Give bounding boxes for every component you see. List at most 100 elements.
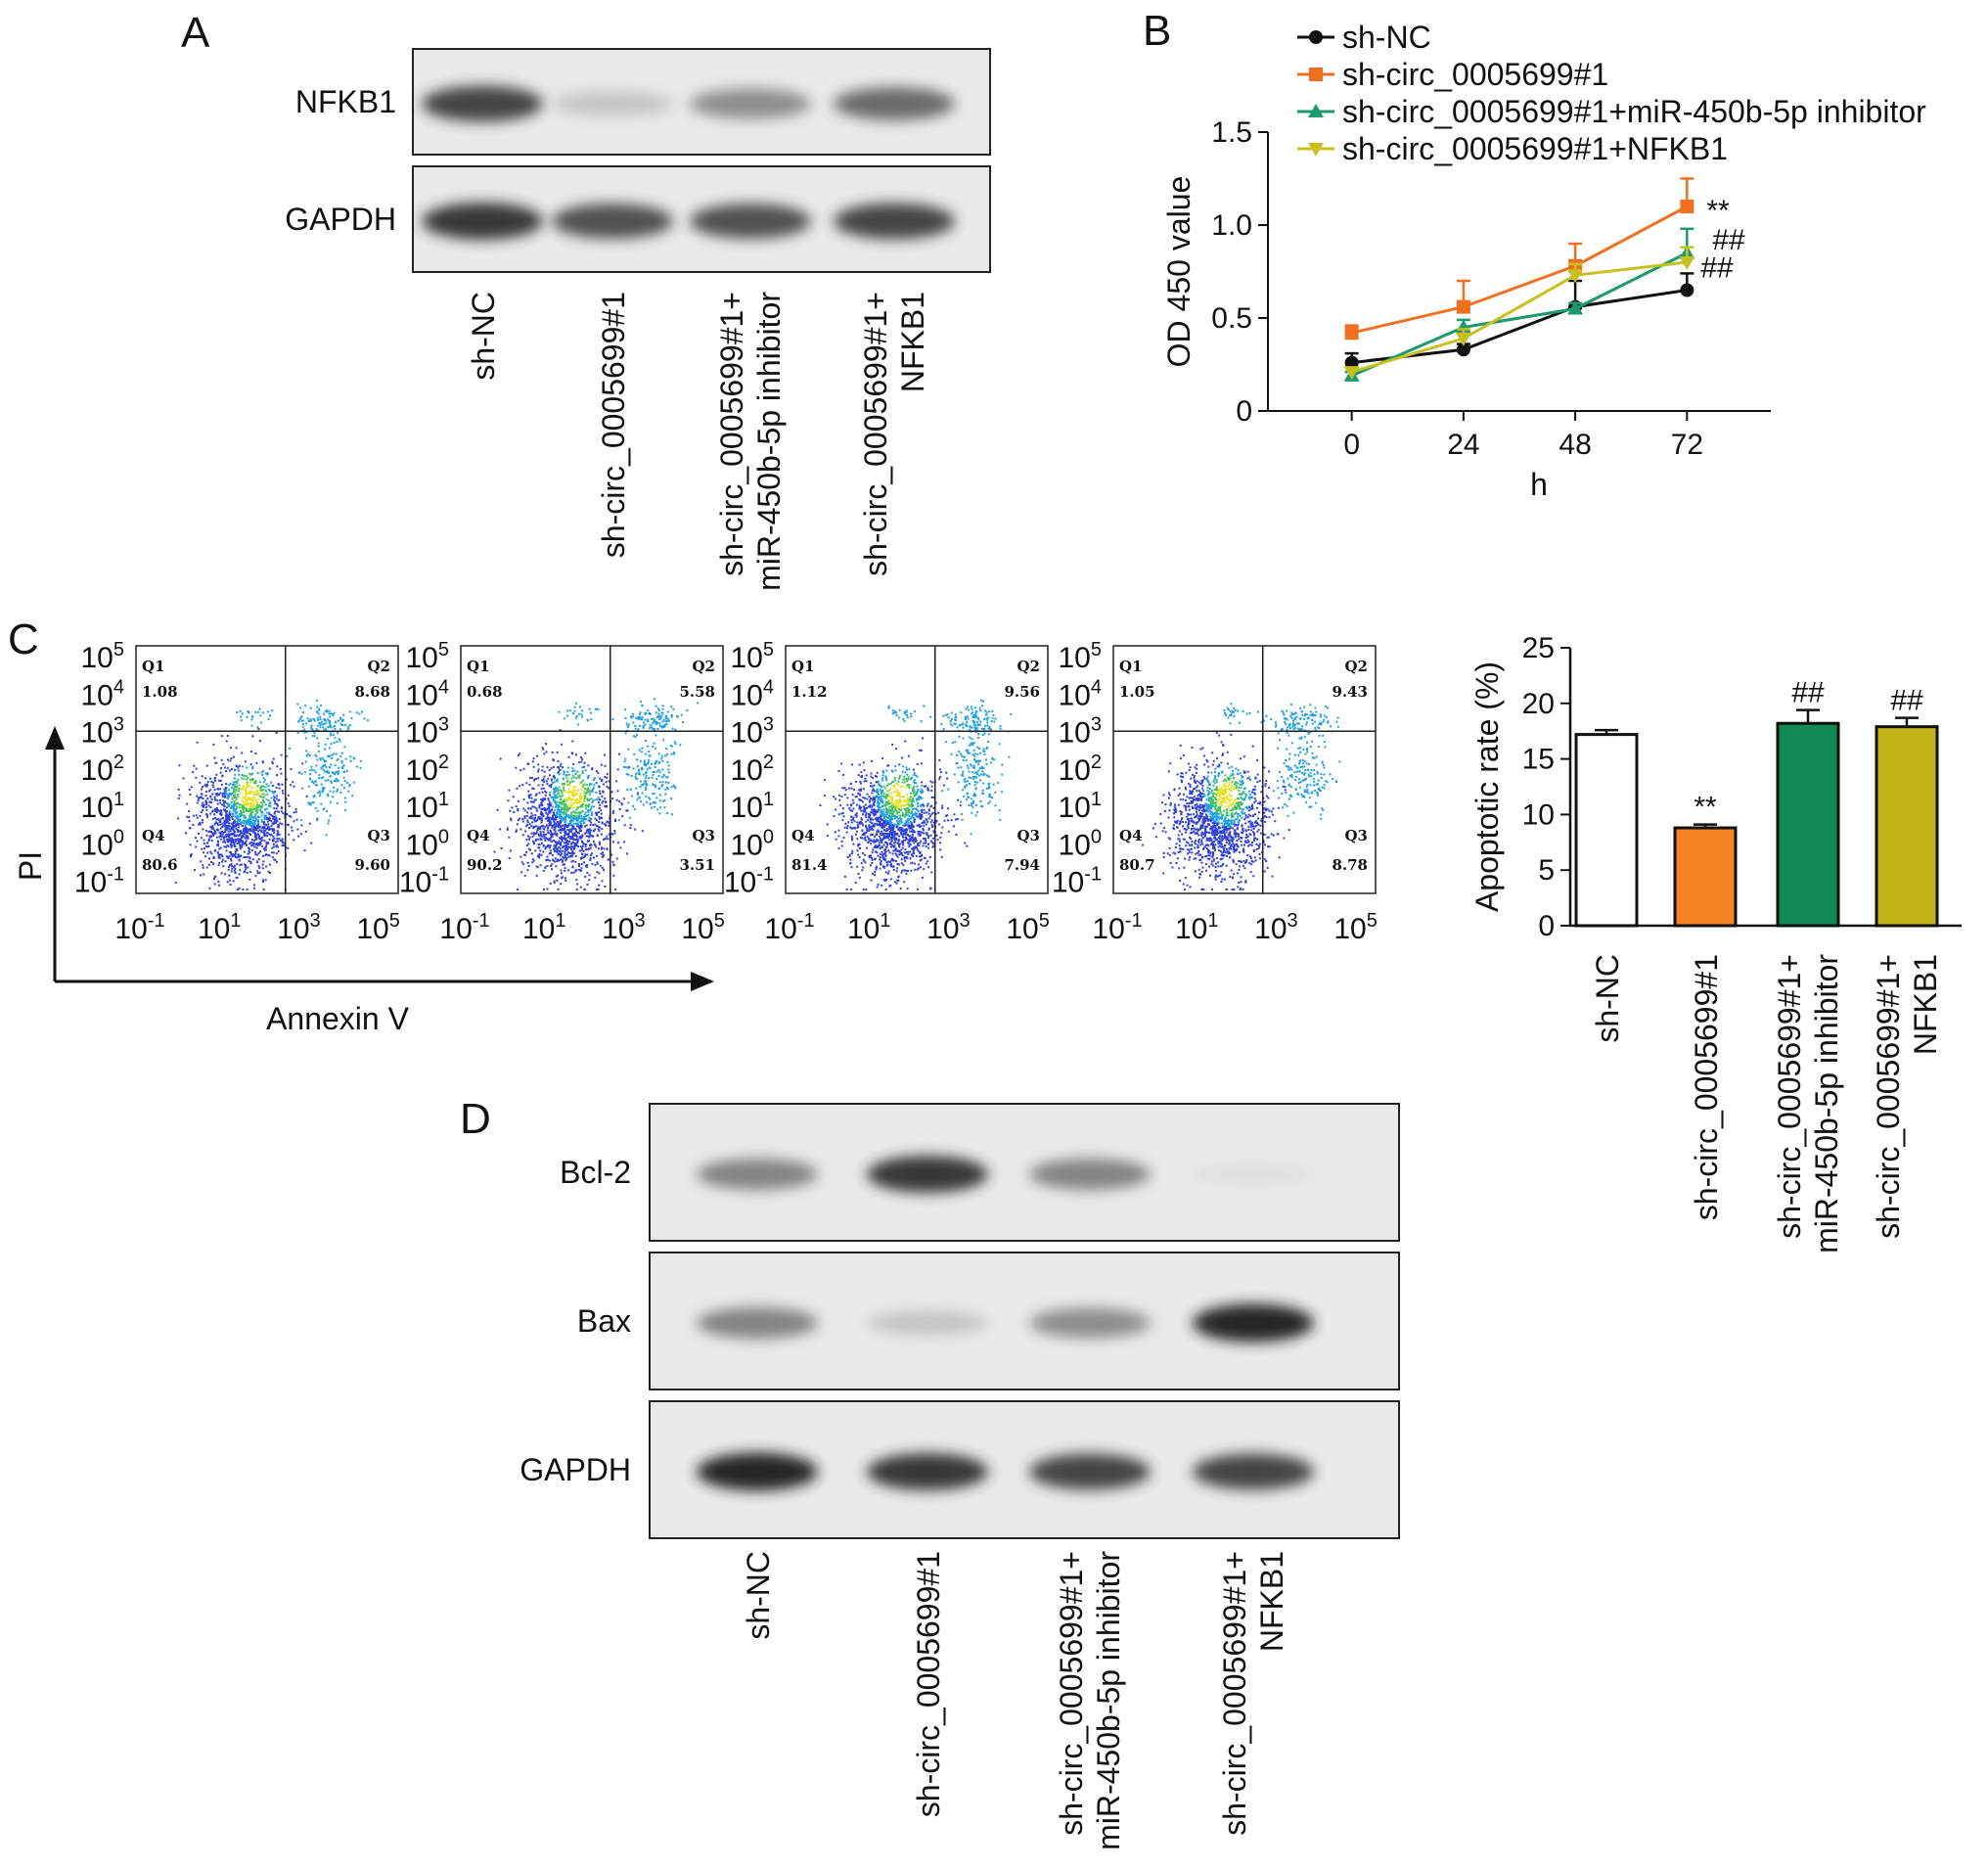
flow-event [342, 771, 345, 774]
flow-event [232, 822, 235, 825]
flow-event [231, 837, 234, 840]
flow-event [541, 835, 544, 838]
flow-event [913, 790, 916, 793]
flow-event [588, 836, 591, 839]
flow-event [568, 852, 571, 855]
flow-event [546, 782, 549, 785]
flow-event [862, 809, 865, 812]
flow-event [305, 795, 308, 797]
flow-event [286, 754, 289, 757]
flow-event [200, 811, 203, 814]
flow-event [644, 762, 647, 765]
flow-event [880, 860, 882, 863]
flow-event [561, 828, 564, 831]
flow-event [340, 724, 343, 727]
flow-event [890, 797, 893, 799]
flow-event [884, 802, 887, 805]
flow-event [686, 709, 689, 712]
flow-event [264, 772, 267, 775]
flow-event [313, 719, 316, 722]
flow-event [588, 803, 591, 806]
flow-event [570, 780, 573, 783]
flow-event [249, 806, 252, 809]
flow-event [882, 808, 885, 811]
flow-event [233, 833, 236, 836]
y-log-tick-label: 10-1 [399, 864, 449, 899]
flow-event [862, 761, 865, 764]
flow-event [565, 842, 568, 844]
flow-event [251, 806, 254, 809]
flow-event [536, 754, 539, 757]
flow-event [202, 821, 204, 824]
x-tick-label: 24 [1447, 429, 1479, 461]
flow-event [563, 783, 565, 786]
flow-event [277, 783, 280, 786]
flow-event [581, 847, 584, 850]
flow-event [203, 803, 205, 806]
flow-event [837, 770, 840, 773]
legend-marker [1308, 143, 1324, 157]
flow-event [554, 830, 557, 833]
flow-event [898, 829, 901, 832]
flow-event [273, 858, 276, 861]
flow-event [316, 710, 319, 713]
flow-event [850, 888, 853, 890]
flow-event [255, 846, 258, 849]
flow-event [884, 777, 887, 780]
flow-event [643, 763, 646, 766]
flow-event [540, 788, 543, 791]
flow-event [586, 797, 589, 800]
flow-event [905, 856, 908, 859]
flow-event [363, 717, 366, 720]
flow-event [239, 792, 242, 795]
flow-event [889, 823, 892, 826]
flow-event [925, 818, 927, 821]
flow-event [554, 805, 557, 808]
flow-event [526, 835, 529, 838]
flow-event [517, 888, 520, 890]
flow-event [871, 858, 874, 861]
flow-event [540, 801, 543, 804]
flow-event [877, 844, 880, 847]
flow-event [273, 820, 276, 823]
flow-event [616, 842, 619, 844]
flow-event [913, 839, 916, 842]
flow-event [269, 828, 272, 831]
flow-event [207, 838, 210, 841]
flow-event [541, 747, 544, 750]
flow-event [531, 858, 534, 861]
flow-event [265, 818, 268, 821]
flow-event [667, 717, 670, 720]
flow-event [225, 819, 228, 822]
flow-event [533, 779, 536, 782]
flow-event [563, 809, 565, 812]
flow-event [554, 816, 557, 819]
flow-event [227, 844, 230, 847]
flow-event [908, 818, 911, 821]
flow-event [254, 820, 257, 823]
flow-event [225, 849, 228, 852]
flow-event [607, 787, 610, 790]
flow-event [644, 788, 647, 791]
flow-event [585, 843, 588, 845]
flow-event [915, 812, 918, 815]
flow-event [195, 767, 198, 770]
flow-event [664, 788, 667, 791]
flow-event [918, 795, 921, 797]
flow-event [232, 781, 235, 784]
group-label-line: miR-450b-5p inhibitor [751, 292, 787, 591]
flow-event [596, 811, 599, 814]
flow-event [869, 799, 872, 802]
flow-event [660, 714, 663, 717]
flow-event [877, 810, 880, 813]
flow-event [655, 723, 657, 726]
flow-event [575, 702, 578, 705]
flow-event [881, 865, 884, 868]
tick-exponent: 3 [438, 714, 449, 736]
flow-event [567, 829, 570, 832]
flow-event [528, 816, 531, 819]
flow-event [871, 792, 874, 795]
flow-event [558, 710, 561, 713]
flow-event [530, 852, 533, 855]
flow-event [329, 733, 332, 736]
